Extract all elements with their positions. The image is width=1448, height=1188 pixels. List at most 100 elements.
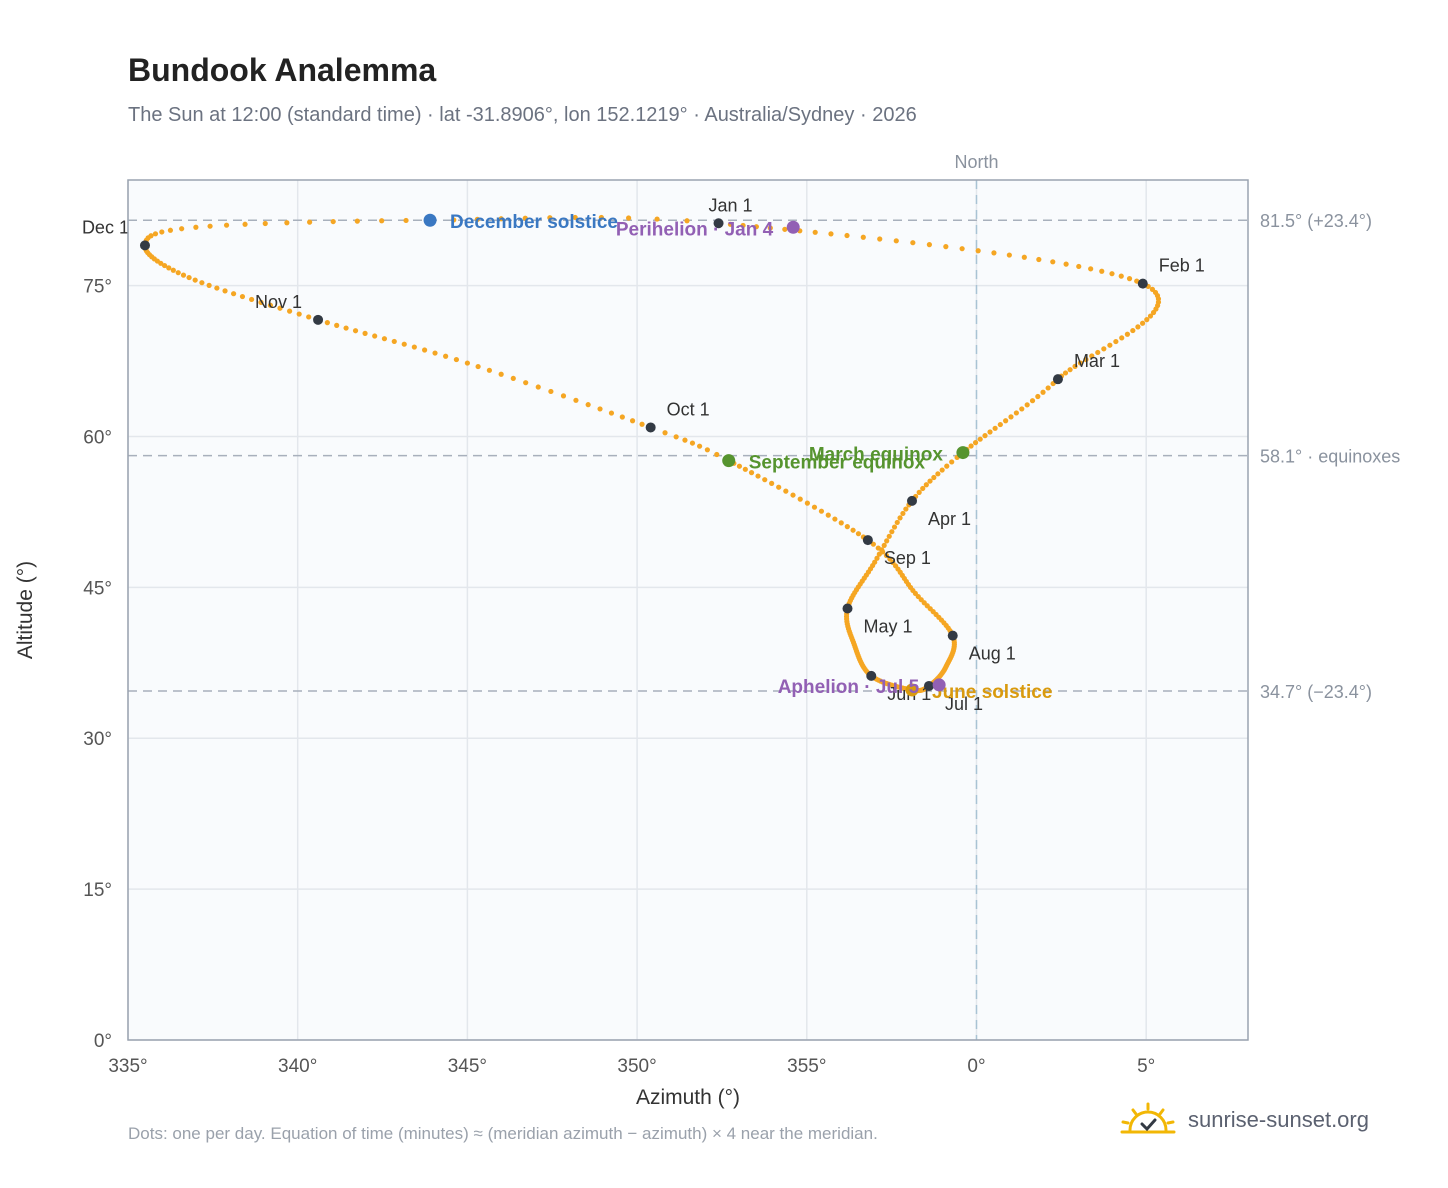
daily-point bbox=[927, 478, 933, 484]
daily-point bbox=[639, 421, 645, 427]
daily-point bbox=[1126, 276, 1133, 282]
daily-point bbox=[916, 489, 922, 495]
daily-point bbox=[334, 322, 340, 328]
chart-subtitle: The Sun at 12:00 (standard time) · lat -… bbox=[128, 104, 917, 126]
daily-point bbox=[354, 218, 360, 224]
month-label: Apr 1 bbox=[928, 509, 971, 529]
month-label: Jul 1 bbox=[945, 694, 983, 714]
daily-point bbox=[920, 485, 926, 492]
daily-point bbox=[889, 529, 895, 535]
meridian-label: North bbox=[954, 152, 998, 172]
daily-point bbox=[1008, 414, 1014, 420]
daily-point bbox=[883, 552, 890, 559]
daily-point bbox=[206, 282, 212, 288]
daily-point bbox=[1019, 406, 1025, 412]
daily-point bbox=[585, 402, 591, 408]
daily-point bbox=[894, 519, 900, 526]
y-tick-label: 45° bbox=[83, 578, 112, 599]
daily-point bbox=[464, 360, 470, 366]
daily-point bbox=[748, 470, 755, 476]
daily-point bbox=[662, 430, 668, 436]
daily-point bbox=[992, 425, 998, 431]
daily-point bbox=[1150, 309, 1157, 316]
daily-point bbox=[296, 311, 302, 317]
daily-point bbox=[900, 510, 906, 517]
daily-point bbox=[877, 236, 883, 242]
daily-point bbox=[1147, 313, 1154, 319]
month-marker bbox=[1137, 278, 1148, 289]
brand[interactable]: sunrise-sunset.org bbox=[1120, 1102, 1369, 1138]
daily-point bbox=[372, 333, 378, 339]
daily-point bbox=[222, 288, 228, 294]
daily-point bbox=[498, 216, 504, 222]
daily-point bbox=[626, 215, 632, 221]
daily-point bbox=[560, 393, 567, 399]
daily-point bbox=[619, 414, 625, 420]
daily-point bbox=[838, 520, 844, 526]
month-label: Oct 1 bbox=[667, 399, 710, 419]
daily-point bbox=[736, 463, 743, 469]
daily-point bbox=[391, 338, 397, 345]
daily-point bbox=[422, 347, 428, 353]
daily-point bbox=[1130, 327, 1136, 334]
event-marker bbox=[905, 683, 919, 697]
daily-point bbox=[451, 217, 457, 223]
daily-point bbox=[148, 233, 154, 239]
month-marker bbox=[139, 240, 150, 251]
event-marker bbox=[722, 454, 736, 468]
reference-lines: 81.5° (+23.4°) 58.1° · equinoxes 34.7° (−2… bbox=[128, 211, 1400, 702]
month-marker bbox=[645, 422, 656, 433]
brand-name[interactable]: sunrise-sunset.org bbox=[1188, 1107, 1369, 1132]
daily-point bbox=[180, 272, 187, 278]
daily-point bbox=[258, 299, 264, 305]
daily-point bbox=[880, 549, 886, 555]
daily-point bbox=[682, 437, 688, 443]
daily-point bbox=[1063, 261, 1069, 267]
daily-point bbox=[161, 262, 168, 269]
month-marker bbox=[866, 670, 877, 681]
daily-point bbox=[850, 527, 856, 533]
daily-point bbox=[629, 418, 636, 424]
plot-frame bbox=[127, 179, 1249, 1041]
daily-point bbox=[740, 222, 746, 229]
x-tick-label: 340° bbox=[278, 1056, 317, 1077]
daily-point bbox=[403, 217, 409, 224]
daily-point bbox=[977, 436, 983, 442]
daily-point bbox=[192, 277, 198, 283]
daily-point bbox=[1050, 259, 1056, 265]
x-tick-label: 350° bbox=[617, 1056, 656, 1077]
sun-check-icon bbox=[1120, 1102, 1176, 1134]
daily-point bbox=[881, 542, 887, 549]
daily-point bbox=[844, 524, 850, 530]
daily-point bbox=[432, 350, 438, 356]
daily-point bbox=[860, 234, 866, 240]
daily-point bbox=[870, 541, 876, 547]
daily-point bbox=[1107, 342, 1113, 348]
daily-point bbox=[572, 214, 578, 221]
daily-point bbox=[474, 216, 480, 222]
daily-point bbox=[1072, 363, 1078, 369]
y-axis-label: Altitude (°) bbox=[14, 561, 37, 659]
daily-point bbox=[199, 280, 205, 286]
daily-point bbox=[887, 556, 893, 562]
daily-point bbox=[776, 484, 782, 490]
daily-point bbox=[654, 216, 660, 222]
daily-point bbox=[886, 533, 892, 539]
y-tick-label: 60° bbox=[83, 427, 112, 448]
daily-point bbox=[767, 225, 773, 231]
daily-point bbox=[704, 447, 710, 453]
month-marker bbox=[313, 314, 324, 325]
y-tick-label: 15° bbox=[83, 880, 112, 901]
daily-point bbox=[753, 224, 759, 230]
daily-point bbox=[523, 380, 529, 386]
daily-point bbox=[1024, 402, 1030, 408]
month-label: Mar 1 bbox=[1074, 351, 1120, 371]
daily-point bbox=[352, 328, 359, 334]
daily-point bbox=[714, 451, 720, 458]
daily-point bbox=[689, 440, 696, 446]
daily-point bbox=[1062, 370, 1069, 376]
meridian: North bbox=[954, 152, 998, 1040]
y-tick-label: 75° bbox=[83, 277, 112, 298]
daily-point bbox=[522, 215, 528, 221]
